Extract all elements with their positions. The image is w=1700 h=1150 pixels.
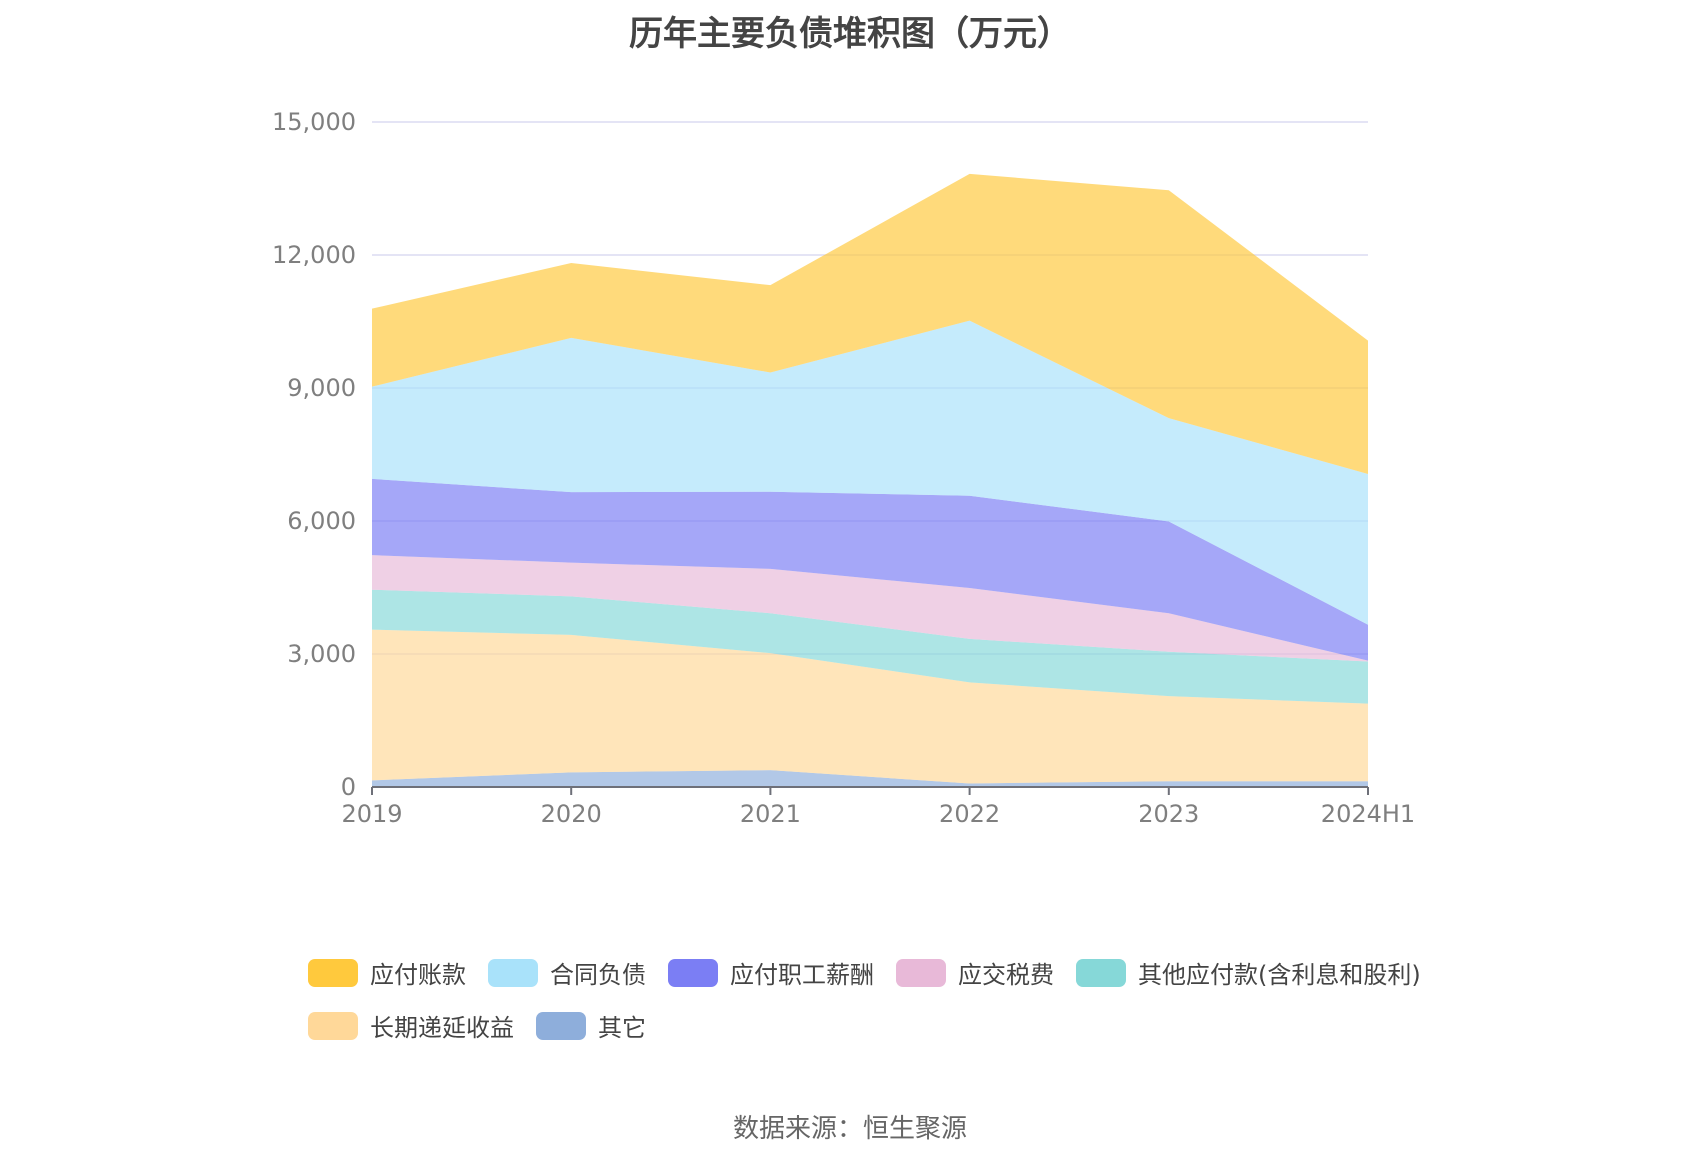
- chart-legend: 应付账款 合同负债 应付职工薪酬 应交税费 其他应付款(含利息和股利) 长期递延收益 其它: [308, 955, 1448, 1061]
- x-tick-label: 2023: [1138, 800, 1199, 828]
- area-series-5[interactable]: [372, 320, 1368, 625]
- legend-swatch: [488, 958, 538, 987]
- legend-swatch: [308, 958, 358, 987]
- y-tick-label: 15,000: [272, 108, 356, 136]
- y-tick-label: 6,000: [287, 507, 356, 535]
- legend-item[interactable]: 其它: [536, 1008, 646, 1043]
- area-series-4[interactable]: [372, 478, 1368, 661]
- data-source-note: 数据来源：恒生聚源: [732, 1114, 967, 1144]
- y-tick-label: 0: [341, 773, 356, 801]
- legend-label: 应付职工薪酬: [730, 961, 874, 989]
- legend-swatch: [896, 958, 946, 987]
- legend-label: 其他应付款(含利息和股利): [1138, 961, 1421, 989]
- legend-swatch: [536, 1011, 586, 1040]
- area-series-6[interactable]: [372, 173, 1368, 475]
- legend-swatch: [1076, 958, 1126, 987]
- legend-item[interactable]: 合同负债: [488, 955, 646, 990]
- legend-item[interactable]: 长期递延收益: [308, 1008, 514, 1043]
- legend-label: 应付账款: [370, 961, 466, 989]
- legend-item[interactable]: 应付职工薪酬: [668, 955, 874, 990]
- area-series-0[interactable]: [372, 770, 1368, 787]
- y-tick-label: 3,000: [287, 640, 356, 668]
- x-tick-label: 2020: [541, 800, 602, 828]
- legend-item[interactable]: 应交税费: [896, 955, 1054, 990]
- area-series-3[interactable]: [372, 555, 1368, 662]
- x-tick-label: 2019: [341, 800, 402, 828]
- legend-swatch: [668, 958, 718, 987]
- legend-item[interactable]: 应付账款: [308, 955, 466, 990]
- area-series-1[interactable]: [372, 629, 1368, 784]
- legend-item[interactable]: 其他应付款(含利息和股利): [1076, 955, 1421, 990]
- x-tick-label: 2022: [939, 800, 1000, 828]
- legend-label: 合同负债: [550, 961, 646, 989]
- legend-label: 应交税费: [958, 961, 1054, 989]
- legend-swatch: [308, 1011, 358, 1040]
- y-tick-label: 12,000: [272, 241, 356, 269]
- legend-label: 长期递延收益: [370, 1014, 514, 1042]
- area-series-2[interactable]: [372, 589, 1368, 704]
- x-tick-label: 2021: [740, 800, 801, 828]
- x-tick-label: 2024H1: [1321, 800, 1415, 828]
- legend-label: 其它: [598, 1014, 646, 1042]
- chart-title: 历年主要负债堆积图（万元）: [629, 14, 1071, 54]
- y-tick-label: 9,000: [287, 374, 356, 402]
